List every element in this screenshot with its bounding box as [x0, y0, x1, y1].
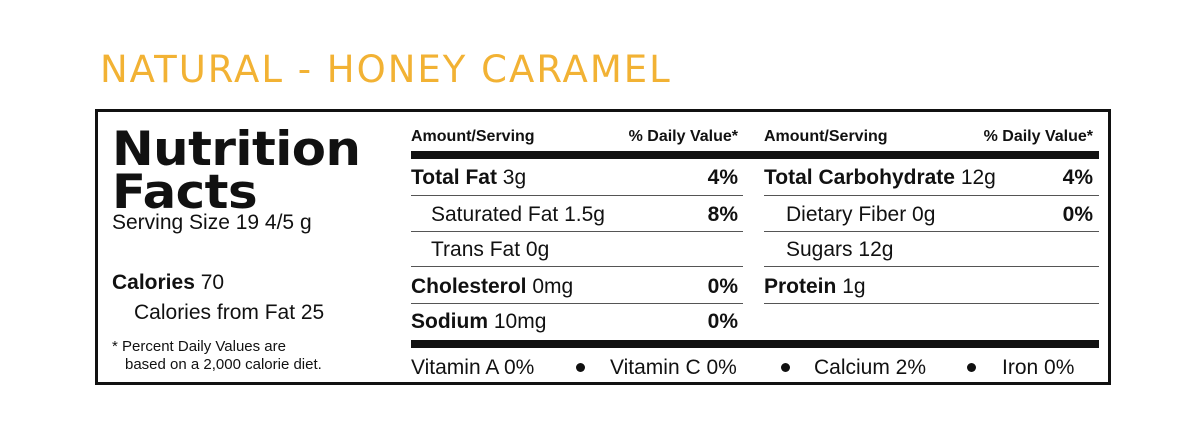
- total-fat-row: Total Fat 3g: [411, 166, 526, 190]
- trans-fat-row: Trans Fat 0g: [431, 238, 549, 262]
- sodium-amount: 10mg: [493, 310, 547, 333]
- cholesterol-dv: 0%: [707, 275, 738, 298]
- vitamin-a: Vitamin A 0%: [411, 356, 535, 379]
- protein-label: Protein: [764, 275, 837, 298]
- nutrition-heading: Nutrition: [112, 122, 361, 177]
- dietary-fiber-row: Dietary Fiber 0g: [786, 203, 935, 227]
- row-divider: [764, 231, 1099, 232]
- serving-size: Serving Size 19 4/5 g: [112, 211, 312, 234]
- sugars-amount: 12g: [858, 238, 894, 261]
- row-divider: [764, 195, 1099, 196]
- saturated-fat-dv: 8%: [707, 203, 738, 226]
- saturated-fat-label: Saturated Fat: [431, 203, 559, 226]
- total-fat-dv: 4%: [707, 166, 738, 189]
- footnote-line-1: * Percent Daily Values are: [112, 338, 286, 355]
- protein-row: Protein 1g: [764, 275, 866, 299]
- row-divider: [411, 231, 743, 232]
- amount-serving-header-right: Amount/Serving: [764, 128, 888, 145]
- vitamin-c: Vitamin C 0%: [610, 356, 737, 379]
- footnote-line-2: based on a 2,000 calorie diet.: [125, 356, 322, 373]
- saturated-fat-row: Saturated Fat 1.5g: [431, 203, 605, 227]
- nutrition-facts-panel: Nutrition Facts Serving Size 19 4/5 g Ca…: [95, 109, 1111, 385]
- bullet-icon: [576, 363, 585, 372]
- total-carbohydrate-row: Total Carbohydrate 12g: [764, 166, 996, 190]
- sugars-label: Sugars: [786, 238, 853, 261]
- protein-amount: 1g: [842, 275, 866, 298]
- sugars-row: Sugars 12g: [786, 238, 893, 262]
- bottom-thick-rule: [411, 340, 1099, 348]
- sodium-dv: 0%: [707, 310, 738, 333]
- bullet-icon: [967, 363, 976, 372]
- row-divider: [411, 195, 743, 196]
- daily-value-header-right: % Daily Value*: [983, 128, 1093, 145]
- total-fat-label: Total Fat: [411, 166, 497, 189]
- calories-label: Calories: [112, 271, 195, 294]
- total-carbohydrate-label: Total Carbohydrate: [764, 166, 955, 189]
- row-divider: [764, 266, 1099, 267]
- cholesterol-amount: 0mg: [532, 275, 574, 298]
- calories-from-fat: Calories from Fat 25: [134, 301, 325, 324]
- sodium-row: Sodium 10mg: [411, 310, 546, 334]
- facts-heading: Facts: [112, 165, 258, 220]
- top-thick-rule: [411, 151, 1099, 159]
- total-carbohydrate-dv: 4%: [1062, 166, 1093, 189]
- trans-fat-amount: 0g: [525, 238, 550, 261]
- daily-value-header-left: % Daily Value*: [628, 128, 738, 145]
- total-fat-amount: 3g: [502, 166, 527, 189]
- cholesterol-label: Cholesterol: [411, 275, 527, 298]
- row-divider: [411, 266, 743, 267]
- bullet-icon: [781, 363, 790, 372]
- saturated-fat-amount: 1.5g: [564, 203, 605, 226]
- calories-line: Calories 70: [112, 271, 224, 295]
- dietary-fiber-dv: 0%: [1062, 203, 1093, 226]
- product-title: NATURAL - HONEY CARAMEL: [100, 48, 672, 91]
- calories-value: 70: [200, 271, 225, 294]
- row-divider: [764, 303, 1099, 304]
- sodium-label: Sodium: [411, 310, 488, 333]
- total-carbohydrate-amount: 12g: [960, 166, 996, 189]
- amount-serving-header-left: Amount/Serving: [411, 128, 535, 145]
- dietary-fiber-amount: 0g: [912, 203, 936, 226]
- trans-fat-label: Trans Fat: [431, 238, 521, 261]
- row-divider: [411, 303, 743, 304]
- cholesterol-row: Cholesterol 0mg: [411, 275, 573, 299]
- calcium: Calcium 2%: [814, 356, 927, 379]
- dietary-fiber-label: Dietary Fiber: [786, 203, 907, 226]
- iron: Iron 0%: [1002, 356, 1075, 379]
